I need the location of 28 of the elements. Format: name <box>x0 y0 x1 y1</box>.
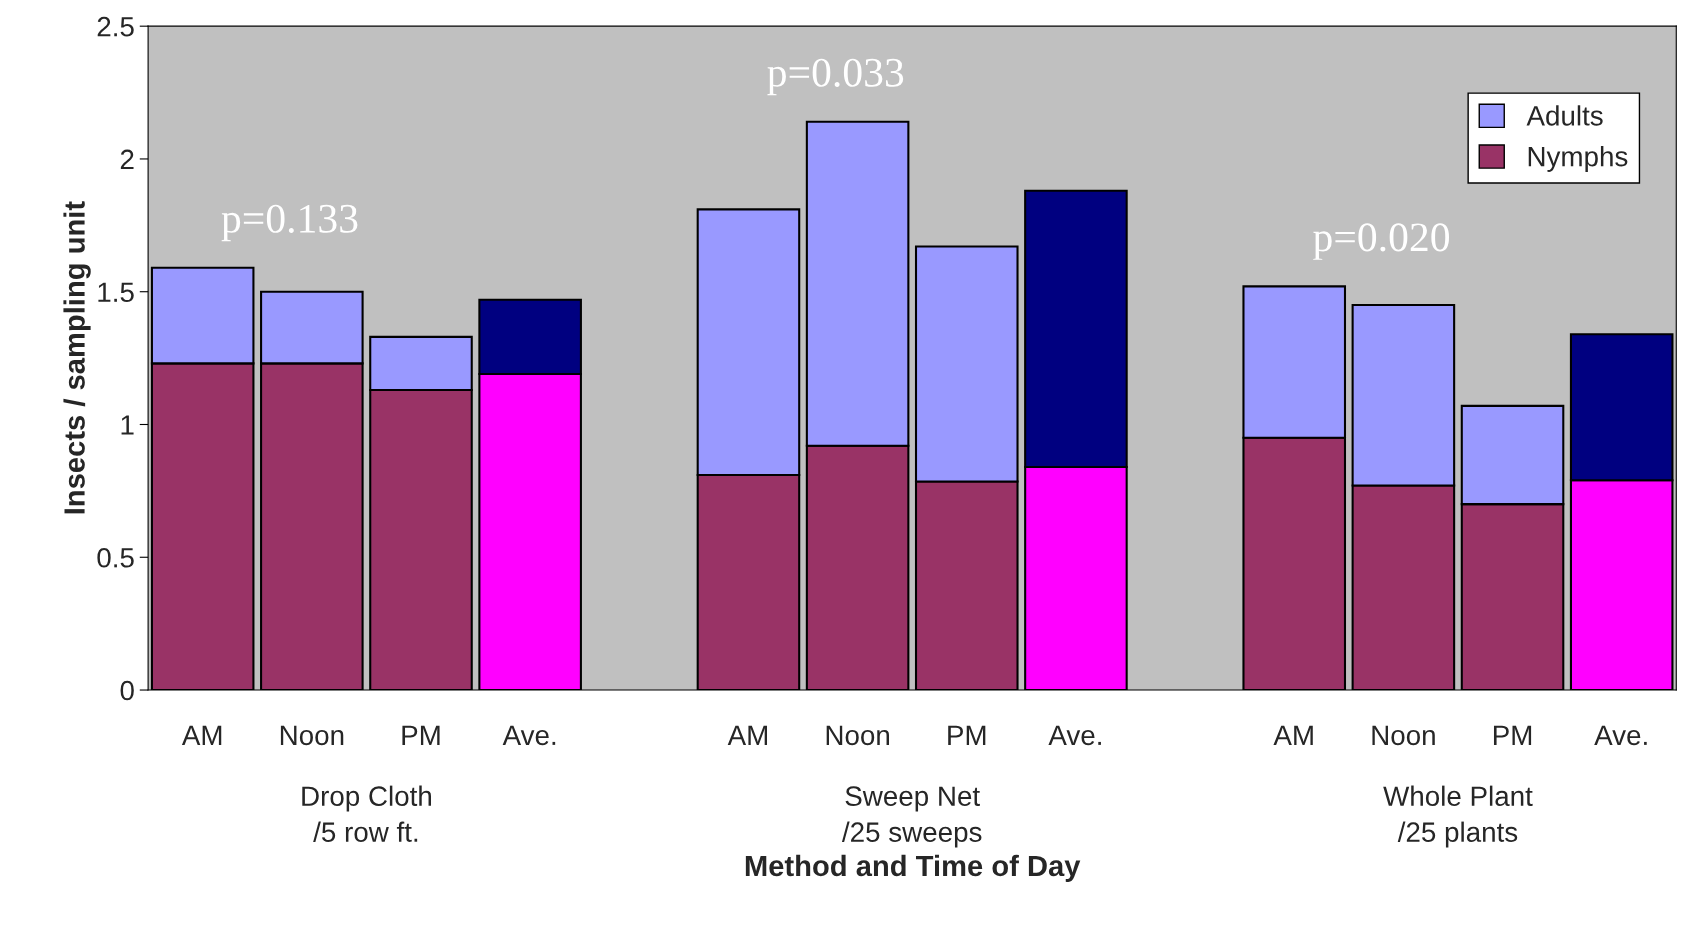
x-tick-label: AM <box>1273 725 1313 745</box>
y-tick-label: 0 <box>120 680 134 701</box>
y-tick-label: 1 <box>121 415 134 435</box>
x-tick-label: Noon <box>826 725 890 746</box>
y-tick-label: 2 <box>120 149 134 170</box>
text: Drop Cloth /5 row ft. <box>302 785 431 842</box>
x-tick-label: Ave. <box>502 725 556 746</box>
annotation: p=0.133 <box>221 204 358 242</box>
legend-label: Adults <box>1526 105 1603 126</box>
x-tick-label: AM <box>727 725 768 745</box>
x-tick-label: Noon <box>280 725 344 746</box>
x-axis-title: Method and Time of Day <box>745 854 1081 882</box>
y-tick-label: 0.5 <box>97 547 134 568</box>
text: Sweep Net /25 sweeps <box>841 786 982 848</box>
x-tick-label: Ave. <box>1594 725 1647 746</box>
annotation: p=0.020 <box>1313 223 1449 260</box>
x-tick-label: PM <box>402 725 440 745</box>
annotation: p=0.033 <box>767 58 904 96</box>
x-tick-label: Ave. <box>1048 725 1101 746</box>
x-tick-label: PM <box>948 725 986 745</box>
y-axis-title: Insects / sampling unit <box>63 201 91 514</box>
text: Whole Plant /25 plants <box>1383 785 1533 848</box>
legend-label: Nymphs <box>1528 146 1628 172</box>
y-tick-label: 2.5 <box>97 16 134 37</box>
y-tick-label: 1.5 <box>98 282 134 303</box>
x-tick-label: AM <box>181 725 222 745</box>
x-tick-label: Noon <box>1372 725 1435 746</box>
x-tick-label: PM <box>1493 725 1532 745</box>
